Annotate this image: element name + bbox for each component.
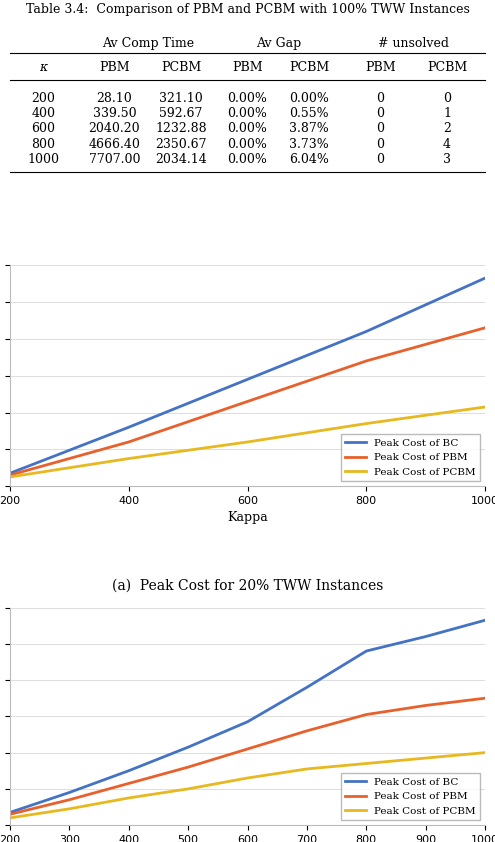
Text: 0: 0 [377, 92, 385, 105]
Peak Cost of PBM [7, 809, 13, 819]
Peak Cost of BC [245, 375, 250, 385]
Peak Cost of PCBM [66, 804, 72, 814]
Legend: Peak Cost of BC, Peak Cost of PBM, Peak Cost of PCBM: Peak Cost of BC, Peak Cost of PBM, Peak … [341, 773, 480, 820]
Text: 0.00%: 0.00% [228, 107, 267, 120]
Peak Cost of PBM [363, 356, 369, 366]
Peak Cost of BC [363, 327, 369, 337]
Line: Peak Cost of BC: Peak Cost of BC [10, 278, 485, 473]
Text: # unsolved: # unsolved [378, 37, 449, 50]
Text: 0.00%: 0.00% [228, 153, 267, 166]
Text: 0: 0 [377, 137, 385, 151]
Text: PBM: PBM [99, 61, 130, 74]
Text: 2040.20: 2040.20 [89, 122, 140, 136]
Text: 4: 4 [443, 137, 451, 151]
Peak Cost of PCBM [245, 437, 250, 447]
Peak Cost of PCBM [363, 418, 369, 429]
Text: 2350.67: 2350.67 [155, 137, 207, 151]
Text: 0: 0 [377, 107, 385, 120]
Peak Cost of PBM [245, 744, 250, 754]
Text: 339.50: 339.50 [93, 107, 136, 120]
Text: Av Comp Time: Av Comp Time [101, 37, 194, 50]
Legend: Peak Cost of BC, Peak Cost of PBM, Peak Cost of PCBM: Peak Cost of BC, Peak Cost of PBM, Peak … [341, 434, 480, 481]
Text: 28.10: 28.10 [97, 92, 132, 105]
Text: 0.00%: 0.00% [228, 92, 267, 105]
Peak Cost of PCBM [423, 753, 429, 763]
Peak Cost of PBM [126, 778, 132, 788]
Peak Cost of PCBM [185, 784, 191, 794]
Peak Cost of BC [245, 717, 250, 727]
Peak Cost of PCBM [304, 764, 310, 774]
Peak Cost of PBM [245, 397, 250, 407]
Text: 7707.00: 7707.00 [89, 153, 140, 166]
Peak Cost of BC [363, 646, 369, 656]
Text: 4666.40: 4666.40 [89, 137, 141, 151]
Text: κ: κ [39, 61, 48, 74]
Peak Cost of BC [304, 682, 310, 692]
Text: 3: 3 [443, 153, 451, 166]
Peak Cost of PCBM [7, 472, 13, 482]
Peak Cost of PCBM [482, 748, 488, 758]
Text: 0: 0 [443, 92, 451, 105]
Peak Cost of BC [7, 807, 13, 818]
Text: Av Gap: Av Gap [256, 37, 301, 50]
Peak Cost of PBM [482, 322, 488, 333]
Text: 200: 200 [31, 92, 55, 105]
Text: 0.55%: 0.55% [290, 107, 329, 120]
Text: 1000: 1000 [27, 153, 59, 166]
Text: 2034.14: 2034.14 [155, 153, 207, 166]
Text: (a)  Peak Cost for 20% TWW Instances: (a) Peak Cost for 20% TWW Instances [112, 578, 383, 593]
Peak Cost of BC [7, 468, 13, 478]
Text: PCBM: PCBM [427, 61, 467, 74]
Text: PCBM: PCBM [289, 61, 329, 74]
Peak Cost of PBM [482, 693, 488, 703]
Text: 600: 600 [31, 122, 55, 136]
Text: 0: 0 [377, 122, 385, 136]
Text: 592.67: 592.67 [159, 107, 202, 120]
Text: 0: 0 [377, 153, 385, 166]
Peak Cost of BC [482, 616, 488, 626]
Line: Peak Cost of PCBM: Peak Cost of PCBM [10, 407, 485, 477]
Text: 321.10: 321.10 [159, 92, 203, 105]
Peak Cost of BC [126, 765, 132, 775]
Peak Cost of BC [185, 742, 191, 752]
Line: Peak Cost of PCBM: Peak Cost of PCBM [10, 753, 485, 818]
Peak Cost of PBM [66, 795, 72, 805]
Text: PBM: PBM [232, 61, 263, 74]
Peak Cost of PCBM [363, 759, 369, 769]
Peak Cost of PCBM [126, 793, 132, 803]
Peak Cost of PBM [423, 701, 429, 711]
Line: Peak Cost of PBM: Peak Cost of PBM [10, 698, 485, 814]
Line: Peak Cost of BC: Peak Cost of BC [10, 621, 485, 813]
Text: 0.00%: 0.00% [290, 92, 329, 105]
Text: 0.00%: 0.00% [228, 122, 267, 136]
Text: 3.87%: 3.87% [290, 122, 329, 136]
Text: 0.00%: 0.00% [228, 137, 267, 151]
Peak Cost of PCBM [126, 454, 132, 464]
Text: 400: 400 [31, 107, 55, 120]
Text: 6.04%: 6.04% [290, 153, 329, 166]
Text: 800: 800 [31, 137, 55, 151]
Peak Cost of PBM [126, 437, 132, 447]
Peak Cost of PCBM [245, 773, 250, 783]
Peak Cost of BC [66, 787, 72, 797]
Text: 1: 1 [443, 107, 451, 120]
Peak Cost of PBM [7, 470, 13, 480]
Peak Cost of PBM [185, 762, 191, 772]
Peak Cost of PCBM [482, 402, 488, 412]
Text: PBM: PBM [365, 61, 396, 74]
Peak Cost of PCBM [7, 813, 13, 823]
Peak Cost of PBM [304, 726, 310, 736]
Text: 3.73%: 3.73% [290, 137, 329, 151]
Text: 1232.88: 1232.88 [155, 122, 207, 136]
Text: PCBM: PCBM [161, 61, 201, 74]
X-axis label: Kappa: Kappa [227, 511, 268, 525]
Peak Cost of BC [126, 422, 132, 432]
Peak Cost of BC [482, 273, 488, 283]
Text: Table 3.4:  Comparison of PBM and PCBM with 100% TWW Instances: Table 3.4: Comparison of PBM and PCBM wi… [26, 3, 469, 16]
Line: Peak Cost of PBM: Peak Cost of PBM [10, 328, 485, 475]
Peak Cost of PBM [363, 710, 369, 720]
Peak Cost of BC [423, 632, 429, 642]
Text: 2: 2 [443, 122, 451, 136]
